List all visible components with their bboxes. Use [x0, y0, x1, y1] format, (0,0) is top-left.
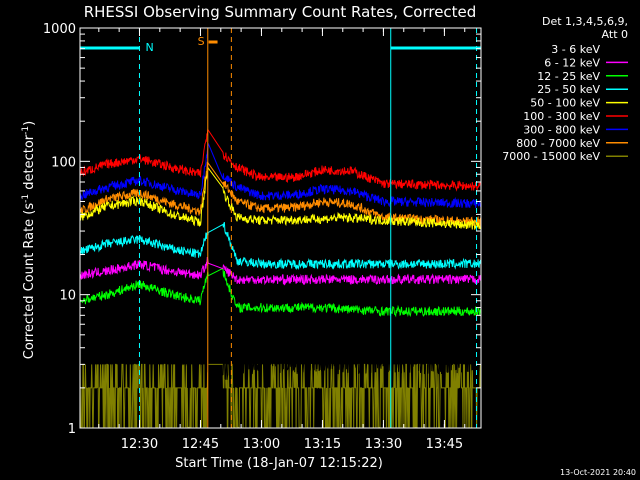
series-line	[79, 143, 482, 208]
series-line	[79, 167, 482, 230]
y-axis-title-part: )	[22, 121, 37, 126]
series-line	[79, 363, 482, 428]
legend-label: 50 - 100 keV	[530, 97, 600, 110]
series-line	[79, 267, 482, 318]
series-line	[79, 221, 482, 271]
series-line	[79, 290, 482, 384]
x-tick-label: 13:30	[365, 437, 402, 452]
legend-label: 25 - 50 keV	[537, 83, 600, 96]
series-line	[79, 128, 481, 192]
y-axis-title-part: detector	[22, 134, 37, 194]
legend-header-line2: Att 0	[602, 28, 628, 41]
plot-frame	[79, 27, 482, 429]
y-tick-label: 100	[51, 155, 76, 170]
night-label: N	[145, 41, 153, 54]
y-axis-ticks: 1 10 100 1000	[43, 22, 481, 437]
y-tick-label: 1	[68, 422, 76, 437]
y-tick-label: 1000	[43, 22, 76, 37]
legend-label: 12 - 25 keV	[537, 70, 600, 83]
legend-label: 6 - 12 keV	[544, 56, 600, 69]
x-tick-label: 13:00	[243, 437, 280, 452]
legend-label: 800 - 7000 keV	[516, 137, 600, 150]
series-line	[80, 256, 482, 286]
footer-timestamp: 13-Oct-2021 20:40	[560, 468, 636, 477]
series-line	[79, 161, 482, 227]
legend-header-line1: Det 1,3,4,5,6,9,	[542, 15, 628, 28]
x-tick-label: 13:15	[304, 437, 341, 452]
x-tick-label: 12:30	[121, 437, 158, 452]
y-tick-label: 10	[59, 289, 76, 304]
x-tick-label: 12:45	[182, 437, 219, 452]
legend-label: 3 - 6 keV	[551, 43, 600, 56]
legend-label: 7000 - 15000 keV	[502, 150, 600, 163]
y-axis-title-part: -1	[21, 126, 31, 135]
legend-label: 300 - 800 keV	[523, 123, 600, 136]
x-axis-ticks: 12:30 12:45 13:00 13:15 13:30 13:45	[98, 28, 466, 452]
x-axis-title: Start Time (18-Jan-07 12:15:22)	[175, 456, 383, 471]
chart-title: RHESSI Observing Summary Count Rates, Co…	[84, 3, 477, 21]
saa-label: S	[198, 35, 205, 48]
x-tick-label: 13:45	[426, 437, 463, 452]
y-axis-title-part: Corrected Count Rate (s	[22, 203, 37, 360]
y-axis-title: Corrected Count Rate (s-1 detector-1)	[21, 121, 37, 359]
y-axis-title-part: -1	[21, 194, 31, 203]
legend-label: 100 - 300 keV	[523, 110, 600, 123]
